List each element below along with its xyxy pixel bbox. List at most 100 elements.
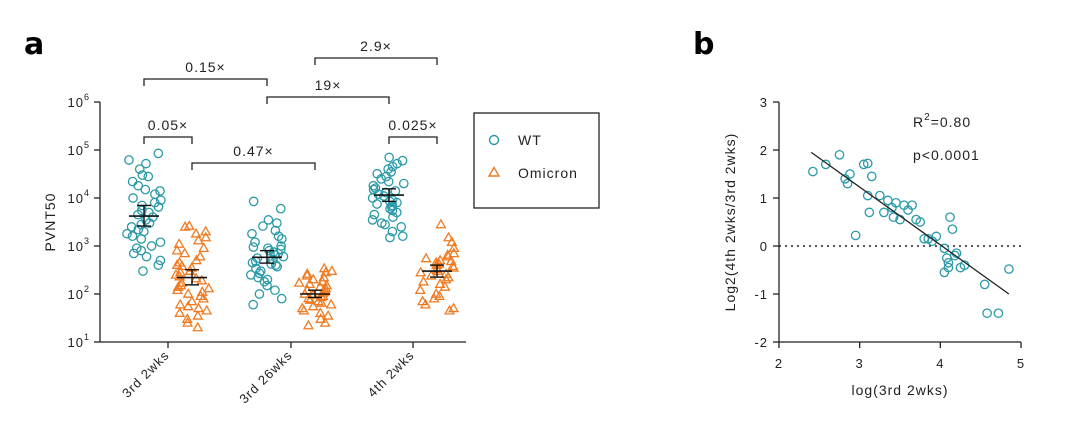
data-point: [820, 159, 831, 170]
data-point: [907, 200, 917, 211]
omicron-point: [194, 250, 206, 261]
wt-point: [153, 260, 164, 270]
omicron-point: [425, 269, 437, 280]
legend-omicron-marker: [487, 166, 501, 177]
x-tick-label: 3rd 26wks: [236, 348, 295, 407]
wt-point: [143, 171, 154, 182]
y-tick-label: 103: [68, 236, 90, 254]
wt-point: [127, 231, 138, 242]
wt-point: [128, 193, 138, 203]
data-point: [943, 257, 954, 268]
omicron-point: [316, 275, 328, 286]
omicron-point: [325, 298, 337, 309]
y-tick-label: -2: [754, 335, 768, 350]
p-value-annotation: p<0.0001: [913, 147, 980, 163]
fold-change-label: 0.05×: [148, 117, 188, 133]
wt-point: [385, 232, 395, 243]
wt-point: [248, 196, 259, 207]
omicron-point: [301, 269, 313, 280]
omicron-point: [182, 316, 194, 327]
panel-a-y-label: PVNT50: [42, 193, 58, 252]
omicron-point: [171, 284, 183, 295]
omicron-point: [442, 250, 454, 261]
omicron-point: [326, 265, 338, 275]
wt-point: [153, 202, 164, 212]
omicron-point: [192, 321, 204, 332]
data-point: [850, 230, 861, 241]
omicron-point: [186, 295, 198, 306]
comparison-bracket: [143, 136, 193, 144]
comparison-bracket: [388, 136, 438, 144]
wt-point: [262, 280, 272, 291]
omicron-point: [179, 220, 191, 231]
data-point: [834, 149, 845, 160]
omicron-point: [420, 252, 432, 263]
regression-line: [810, 151, 1010, 295]
omicron-point: [293, 277, 305, 287]
comparison-bracket: [266, 96, 390, 104]
legend-wt-marker: [488, 134, 500, 146]
omicron-point: [182, 288, 194, 298]
wt-point: [247, 228, 257, 239]
y-tick-label: 101: [68, 332, 90, 350]
wt-point: [133, 224, 144, 235]
wt-point: [262, 274, 273, 285]
omicron-point: [433, 290, 446, 301]
comparison-bracket: [314, 57, 438, 65]
x-tick-label: 3: [856, 356, 864, 371]
wt-point: [248, 242, 259, 252]
wt-point: [372, 199, 382, 209]
data-point: [950, 250, 960, 261]
y-tick-label: -1: [754, 287, 768, 302]
wt-point: [387, 205, 398, 216]
omicron-point: [442, 271, 454, 282]
omicron-point: [434, 278, 446, 289]
panel-label-b: b: [693, 27, 714, 62]
wt-point: [140, 184, 151, 195]
wt-point: [381, 171, 392, 182]
comparison-bracket: [143, 78, 268, 86]
x-tick-label: 5: [1017, 356, 1025, 371]
wt-point: [368, 180, 379, 191]
wt-point: [367, 215, 378, 225]
omicron-point: [174, 270, 186, 281]
omicron-point: [448, 242, 460, 253]
wt-point: [273, 231, 284, 242]
omicron-point: [302, 319, 314, 330]
x-tick-label: 4: [936, 356, 944, 371]
legend: WT Omicron: [473, 112, 600, 209]
omicron-point: [304, 294, 316, 304]
wt-point: [254, 289, 265, 299]
fold-change-label: 19×: [315, 77, 342, 93]
wt-point: [369, 209, 380, 220]
wt-point: [155, 237, 166, 248]
omicron-point: [414, 284, 426, 295]
omicron-point: [181, 313, 193, 323]
data-point: [845, 169, 855, 179]
wt-point: [272, 218, 282, 228]
wt-point: [398, 178, 409, 189]
wt-point: [275, 203, 286, 214]
omicron-point: [448, 261, 460, 272]
wt-point: [133, 209, 143, 220]
data-point: [941, 253, 952, 263]
x-tick-label: 3rd 2wks: [119, 348, 172, 401]
y-tick-label: 3: [760, 95, 768, 110]
data-point: [858, 159, 869, 170]
omicron-point: [301, 268, 313, 278]
data-point: [879, 207, 889, 218]
omicron-point: [200, 225, 212, 236]
omicron-point: [174, 298, 186, 309]
wt-point: [155, 186, 165, 196]
y-tick-label: 102: [68, 284, 90, 302]
wt-point: [251, 263, 261, 274]
omicron-point: [319, 316, 331, 327]
panel-b-x-label: log(3rd 2wks): [851, 382, 948, 398]
data-point: [842, 178, 853, 189]
omicron-point: [448, 247, 460, 258]
wt-point: [155, 255, 166, 266]
wt-point: [396, 222, 407, 232]
y-tick-label: 106: [68, 92, 90, 110]
fold-change-label: 2.9×: [360, 38, 392, 54]
omicron-point: [440, 273, 452, 284]
